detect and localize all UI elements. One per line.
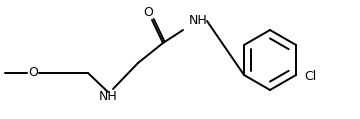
Text: O: O [28,67,38,79]
Text: O: O [143,7,153,20]
Text: Cl: Cl [304,70,316,84]
Text: NH: NH [189,15,207,27]
Text: NH: NH [99,91,117,104]
